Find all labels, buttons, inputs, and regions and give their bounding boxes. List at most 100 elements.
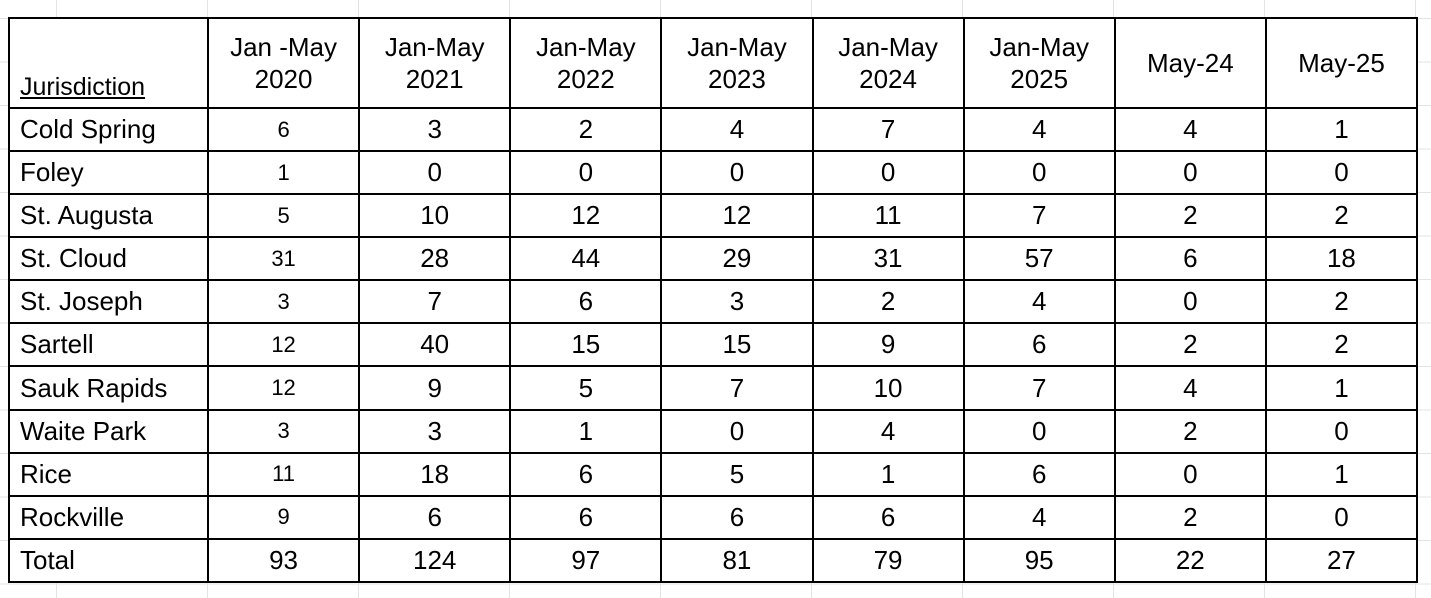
table-row: Rice 11 18 6 5 1 6 0 1 [8,451,1419,497]
cell: 28 [358,236,512,282]
cell: 7 [962,365,1116,411]
cell: 2 [1113,408,1267,454]
cell: 5 [509,365,663,411]
cell: 2 [1264,279,1419,325]
cell: 18 [1264,236,1419,282]
cell: 10 [358,193,512,239]
cell: 0 [509,150,663,196]
cell: 6 [206,106,361,153]
column-header: May-24 [1113,17,1267,109]
cell: 18 [358,451,512,497]
cell: 2 [509,106,663,153]
row-label: Cold Spring [8,106,209,153]
column-header: Jan-May 2023 [660,17,814,109]
cell: 1 [206,150,361,196]
cell: 0 [1113,279,1267,325]
cell: 6 [660,494,814,540]
cell: 10 [811,365,965,411]
cell: 22 [1113,537,1267,584]
cell: 7 [811,106,965,153]
cell: 6 [1113,236,1267,282]
cell: 11 [811,193,965,239]
table-row: Sauk Rapids 12 9 5 7 10 7 4 1 [8,365,1419,411]
cell: 6 [962,322,1116,368]
cell: 0 [660,408,814,454]
cell: 0 [962,150,1116,196]
column-header: Jan-May 2024 [811,17,965,109]
row-label: Rice [8,451,209,497]
cell: 95 [962,537,1116,584]
cell: 1 [1264,106,1419,153]
cell: 3 [358,106,512,153]
cell: 11 [206,451,361,497]
row-label: Waite Park [8,408,209,454]
cell: 124 [358,537,512,584]
column-header: Jan -May 2020 [206,17,361,109]
cell: 29 [660,236,814,282]
cell: 31 [206,236,361,282]
cell: 3 [660,279,814,325]
cell: 31 [811,236,965,282]
cell: 15 [509,322,663,368]
cell: 4 [811,408,965,454]
table-body: Cold Spring 6 3 2 4 7 4 4 1 Foley 1 0 0 0 0 0 0 0 St. Augu… [8,106,1419,584]
cell: 4 [962,279,1116,325]
cell: 2 [1264,193,1419,239]
column-header: May-25 [1264,17,1419,109]
row-label: St. Cloud [8,236,209,282]
cell: 4 [660,106,814,153]
table-row: St. Augusta 5 10 12 12 11 7 2 2 [8,193,1419,239]
cell: 40 [358,322,512,368]
cell: 6 [962,451,1116,497]
row-label: St. Joseph [8,279,209,325]
row-label: Rockville [8,494,209,540]
header-row: Jurisdiction Jan -May 2020 Jan-May 2021 Jan… [8,17,1419,109]
row-label: Sartell [8,322,209,368]
cell: 1 [1264,365,1419,411]
table-row: Cold Spring 6 3 2 4 7 4 4 1 [8,106,1419,153]
row-label: St. Augusta [8,193,209,239]
cell: 4 [1113,365,1267,411]
cell: 2 [1113,322,1267,368]
cell: 1 [509,408,663,454]
table-row: St. Joseph 3 7 6 3 2 4 0 2 [8,279,1419,325]
table-row: Foley 1 0 0 0 0 0 0 0 [8,150,1419,196]
cell: 3 [358,408,512,454]
cell: 0 [1264,150,1419,196]
cell: 3 [206,408,361,454]
cell: 0 [811,150,965,196]
row-label: Foley [8,150,209,196]
table-row: Sartell 12 40 15 15 9 6 2 2 [8,322,1419,368]
cell: 9 [206,494,361,540]
cell: 5 [660,451,814,497]
cell: 0 [1264,494,1419,540]
cell: 9 [358,365,512,411]
cell: 12 [206,322,361,368]
cell: 2 [1264,322,1419,368]
cell: 2 [1113,494,1267,540]
cell: 44 [509,236,663,282]
cell: 9 [811,322,965,368]
cell: 7 [358,279,512,325]
column-header: Jan-May 2022 [509,17,663,109]
cell: 6 [509,451,663,497]
cell: 93 [206,537,361,584]
table-row: Rockville 9 6 6 6 6 4 2 0 [8,494,1419,540]
cell: 12 [509,193,663,239]
cell: 6 [509,279,663,325]
cell: 4 [962,494,1116,540]
cell: 57 [962,236,1116,282]
table-row: St. Cloud 31 28 44 29 31 57 6 18 [8,236,1419,282]
cell: 0 [660,150,814,196]
cell: 7 [660,365,814,411]
cell: 79 [811,537,965,584]
cell: 3 [206,279,361,325]
cell: 4 [1113,106,1267,153]
column-header: Jan-May 2025 [962,17,1116,109]
cell: 2 [811,279,965,325]
table-row: Waite Park 3 3 1 0 4 0 2 0 [8,408,1419,454]
cell: 0 [1264,408,1419,454]
cell: 7 [962,193,1116,239]
cell: 0 [1113,150,1267,196]
